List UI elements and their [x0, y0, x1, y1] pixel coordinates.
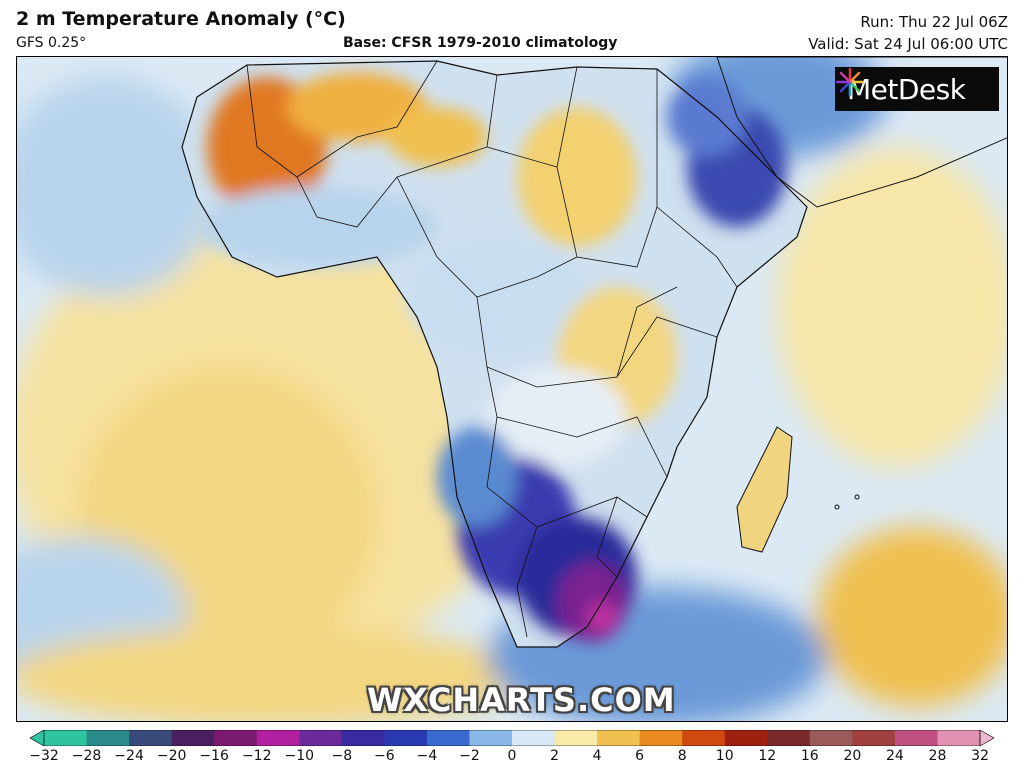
colorbar-tick-label: −28: [71, 748, 102, 764]
starburst-logo-icon: [835, 67, 865, 97]
country-borders: [246, 60, 738, 638]
colorbar-tick-label: −2: [459, 748, 480, 764]
colorbar-segment: [44, 730, 88, 746]
anomaly-map: MetDesk WXCHARTS.COM: [16, 56, 1008, 722]
colorbar-tick-label: −10: [284, 748, 315, 764]
climatology-base-label: Base: CFSR 1979-2010 climatology: [343, 35, 618, 51]
land-anomaly-field: [197, 72, 787, 642]
colorbar-extend-low: [30, 730, 45, 746]
colorbar-segment: [894, 730, 938, 746]
colorbar-segment: [724, 730, 768, 746]
model-label: GFS 0.25°: [16, 35, 87, 51]
colorbar-tick-label: 8: [677, 748, 687, 764]
colorbar-tick-label: 10: [715, 748, 734, 764]
colorbar-tick-label: −4: [416, 748, 438, 764]
colorbar-segment: [639, 730, 683, 746]
colorbar-tick-label: 28: [928, 748, 947, 764]
island-reunion: [834, 504, 840, 510]
island-mauritius: [854, 494, 860, 500]
colorbar-segment: [597, 730, 641, 746]
colorbar-segment: [426, 730, 470, 746]
colorbar-segment: [86, 730, 130, 746]
colorbar-tick-label: 6: [635, 748, 645, 764]
colorbar-segment: [299, 730, 343, 746]
colorbar-tick-label: 24: [885, 748, 904, 764]
colorbar: [30, 730, 994, 746]
colorbar-segment: [682, 730, 726, 746]
chart-title: 2 m Temperature Anomaly (°C): [16, 8, 346, 30]
colorbar-segment: [852, 730, 896, 746]
run-time-label: Run: Thu 22 Jul 06Z: [860, 13, 1008, 31]
watermark: WXCHARTS.COM: [367, 681, 676, 719]
colorbar-tick-label: 4: [592, 748, 602, 764]
map-canvas: [17, 57, 1007, 721]
colorbar-tick-label: −32: [29, 748, 59, 764]
colorbar-extend-high: [979, 730, 994, 746]
colorbar-tick-label: 20: [843, 748, 862, 764]
metdesk-logo: MetDesk: [835, 67, 999, 111]
colorbar-tick-label: 0: [507, 748, 517, 764]
colorbar-tick-label: −6: [374, 748, 395, 764]
colorbar-segment: [171, 730, 215, 746]
colorbar-segment: [767, 730, 811, 746]
colorbar-tick-label: −12: [241, 748, 272, 764]
colorbar-segment: [129, 730, 173, 746]
colorbar-segment: [554, 730, 598, 746]
brand-name: MetDesk: [847, 72, 966, 106]
colorbar-tick-label: 16: [800, 748, 819, 764]
colorbar-tick-label: −8: [331, 748, 353, 764]
colorbar-segment: [809, 730, 853, 746]
colorbar-segment: [214, 730, 258, 746]
colorbar-segment: [937, 730, 981, 746]
colorbar-segment: [512, 730, 556, 746]
madagascar: [736, 426, 793, 553]
ocean-anomaly-field: [17, 57, 1007, 721]
valid-time-label: Valid: Sat 24 Jul 06:00 UTC: [808, 35, 1008, 53]
colorbar-segment: [469, 730, 513, 746]
colorbar-tick-label: 12: [758, 748, 777, 764]
arabia-coastline: [716, 57, 1007, 208]
colorbar-segment: [256, 730, 300, 746]
colorbar-segment: [341, 730, 385, 746]
colorbar-segment: [384, 730, 428, 746]
colorbar-tick-label: −20: [156, 748, 187, 764]
colorbar-tick-labels: −32 −28 −24 −20 −16 −12 −10 −8 −6 −4 −2 0 2 4 6 8 10 12 16…: [0, 748, 1024, 768]
colorbar-tick-label: 2: [550, 748, 559, 764]
colorbar-tick-label: 32: [971, 748, 989, 764]
colorbar-tick-label: −24: [114, 748, 144, 764]
colorbar-tick-label: −16: [199, 748, 229, 764]
